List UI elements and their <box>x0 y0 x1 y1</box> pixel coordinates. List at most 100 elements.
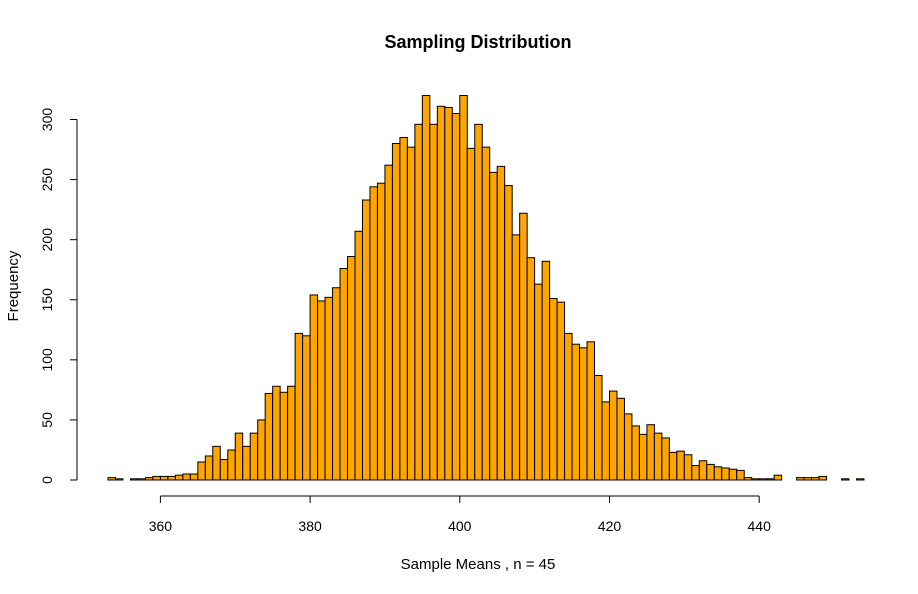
histogram-bar <box>661 437 670 481</box>
histogram-bar <box>421 94 431 481</box>
histogram-bar <box>818 475 828 481</box>
histogram-bar <box>444 106 453 481</box>
histogram-bar <box>204 455 214 481</box>
histogram-bar <box>511 234 521 481</box>
y-tick-label: 200 <box>39 228 55 252</box>
histogram-bar <box>107 477 116 481</box>
x-tick-label: 440 <box>748 518 772 534</box>
histogram-bar <box>623 413 633 481</box>
histogram-bar <box>294 332 304 481</box>
x-axis-label: Sample Means , n = 45 <box>401 556 556 573</box>
histogram-bar <box>182 473 191 481</box>
histogram-bar <box>594 374 603 481</box>
histogram-bar <box>534 283 543 481</box>
histogram-bar <box>399 137 408 481</box>
x-tick-label: 420 <box>598 518 622 534</box>
histogram-bar <box>751 478 760 481</box>
histogram-bar <box>369 186 378 481</box>
histogram-bar <box>676 450 685 481</box>
histogram-bar <box>159 475 169 481</box>
histogram-bar <box>384 164 393 481</box>
histogram-bar <box>302 335 311 481</box>
histogram-bar <box>212 445 221 481</box>
histogram-bar <box>841 478 850 481</box>
histogram-bar <box>504 185 513 481</box>
histogram-bar <box>698 460 708 481</box>
histogram-bar <box>713 466 723 481</box>
histogram-bar <box>257 419 266 481</box>
histogram-bar <box>743 477 753 481</box>
histogram-bar <box>354 230 363 481</box>
histogram-bar <box>638 433 648 481</box>
chart-title: Sampling Distribution <box>385 32 572 52</box>
histogram-bar <box>571 343 581 481</box>
histogram-bar <box>414 123 423 481</box>
histogram-bar <box>721 467 730 481</box>
histogram-bar <box>564 332 573 481</box>
histogram-bar <box>272 385 281 481</box>
histogram-bar <box>361 199 371 481</box>
histogram-bar <box>616 397 625 481</box>
histogram-bar <box>332 287 341 481</box>
y-tick-label: 100 <box>39 348 55 372</box>
histogram-bar <box>114 478 124 481</box>
histogram-bar <box>406 146 416 481</box>
bars-group <box>107 94 865 481</box>
x-tick-label: 360 <box>149 518 173 534</box>
histogram-bar <box>773 474 783 481</box>
y-tick-label: 300 <box>39 108 55 132</box>
histogram-bar <box>436 105 446 481</box>
histogram-bar <box>234 432 244 481</box>
histogram-bar <box>474 123 483 481</box>
histogram-bar <box>541 260 551 481</box>
histogram-bar <box>803 477 813 481</box>
histogram-bar <box>631 425 640 481</box>
histogram-bar <box>796 477 805 481</box>
y-tick-label: 150 <box>39 288 55 312</box>
histogram-bar <box>317 300 326 481</box>
x-tick-label: 400 <box>448 518 472 534</box>
histogram-bar <box>683 454 693 481</box>
histogram-bar <box>736 469 745 481</box>
histogram-bar <box>706 463 715 481</box>
histogram-bar <box>376 182 386 481</box>
histogram-bar <box>227 449 236 481</box>
histogram-bar <box>459 94 468 481</box>
histogram-bar <box>287 385 296 481</box>
histogram-bar <box>451 112 461 481</box>
histogram-bar <box>167 475 176 481</box>
histogram-bar <box>489 171 498 481</box>
histogram-bar <box>339 268 349 481</box>
histogram-bar <box>429 123 438 481</box>
y-tick-label: 0 <box>39 476 55 484</box>
histogram-bar <box>347 255 356 481</box>
histogram-bar <box>466 147 476 481</box>
y-axis-label: Frequency <box>5 250 22 321</box>
histogram-bar <box>189 473 199 481</box>
histogram-bar <box>129 478 139 481</box>
histogram-bar <box>219 459 229 481</box>
histogram-bar <box>811 477 820 481</box>
histogram-bar <box>481 146 491 481</box>
y-tick-label: 250 <box>39 168 55 192</box>
histogram-bar <box>197 461 206 481</box>
histogram-bar <box>242 445 251 481</box>
histogram-bar <box>601 401 610 481</box>
histogram-bar <box>653 432 663 481</box>
histogram-bar <box>152 475 161 481</box>
histogram-bar <box>309 294 319 481</box>
histogram-bar <box>556 301 566 481</box>
histogram-bar <box>766 478 775 481</box>
histogram-bar <box>691 465 700 481</box>
histogram-bar <box>137 478 146 481</box>
histogram-bar <box>579 347 588 481</box>
histogram-bar <box>526 257 536 481</box>
histogram-bar <box>586 341 596 481</box>
x-tick-label: 380 <box>298 518 322 534</box>
histogram-bar <box>264 392 274 481</box>
histogram-bar <box>758 478 768 481</box>
histogram-bar <box>668 451 678 481</box>
histogram-bar <box>496 165 506 481</box>
histogram-bar <box>391 143 401 481</box>
